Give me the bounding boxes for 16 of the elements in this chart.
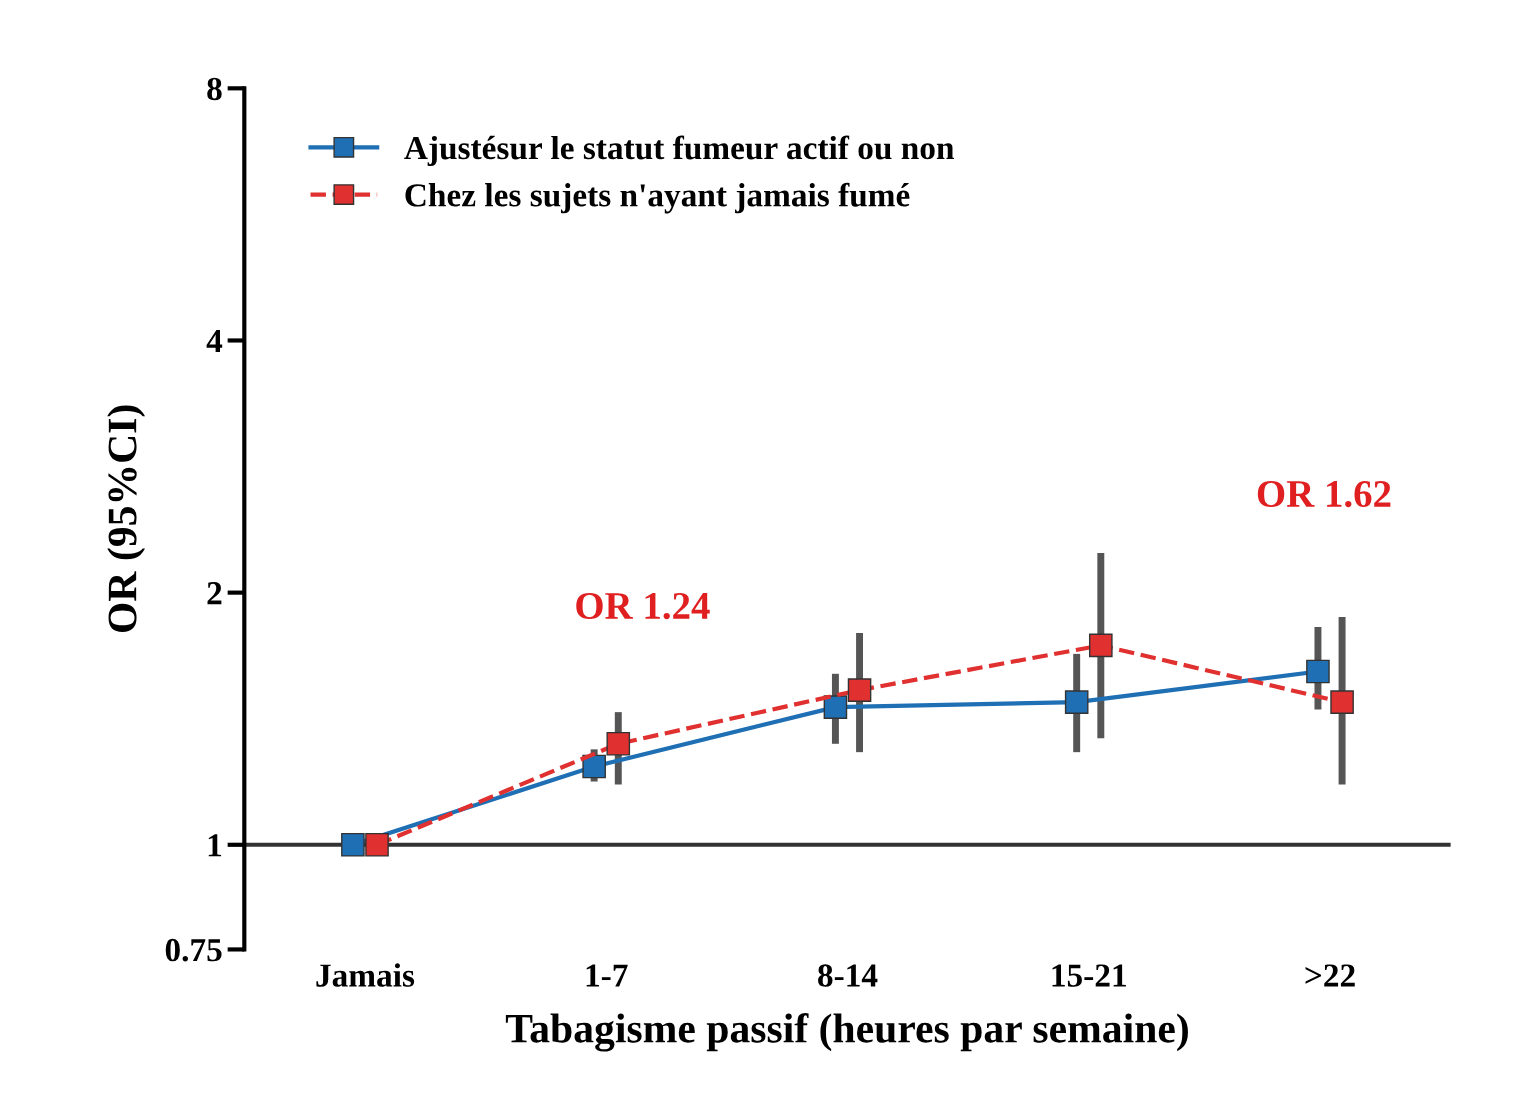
y-axis-title: OR (95%CI) [107,405,146,632]
annotation: OR 1.62 [1257,480,1391,508]
annotation: OR 1.24 [576,592,710,620]
x-tick-label: Jamais [316,963,415,987]
x-tick-label: 1-7 [586,964,628,987]
x-tick-label: 15-21 [1052,964,1126,987]
y-tick-label: 2 [207,582,222,605]
x-tick-label: 8-14 [818,964,878,987]
y-tick-label: 4 [206,330,223,353]
x-axis-title: Tabagisme passif (heures par semaine) [505,1013,1188,1052]
legend-label: Ajustésur le statut fumeur actif ou non [404,135,954,167]
y-tick-label: 8 [207,77,222,101]
y-tick-label: 1 [208,834,222,857]
legend-label: Chez les sujets n'ayant jamais fumé [405,182,910,214]
y-tick-label: 0.75 [165,938,222,962]
x-tick-label: >22 [1305,964,1355,987]
